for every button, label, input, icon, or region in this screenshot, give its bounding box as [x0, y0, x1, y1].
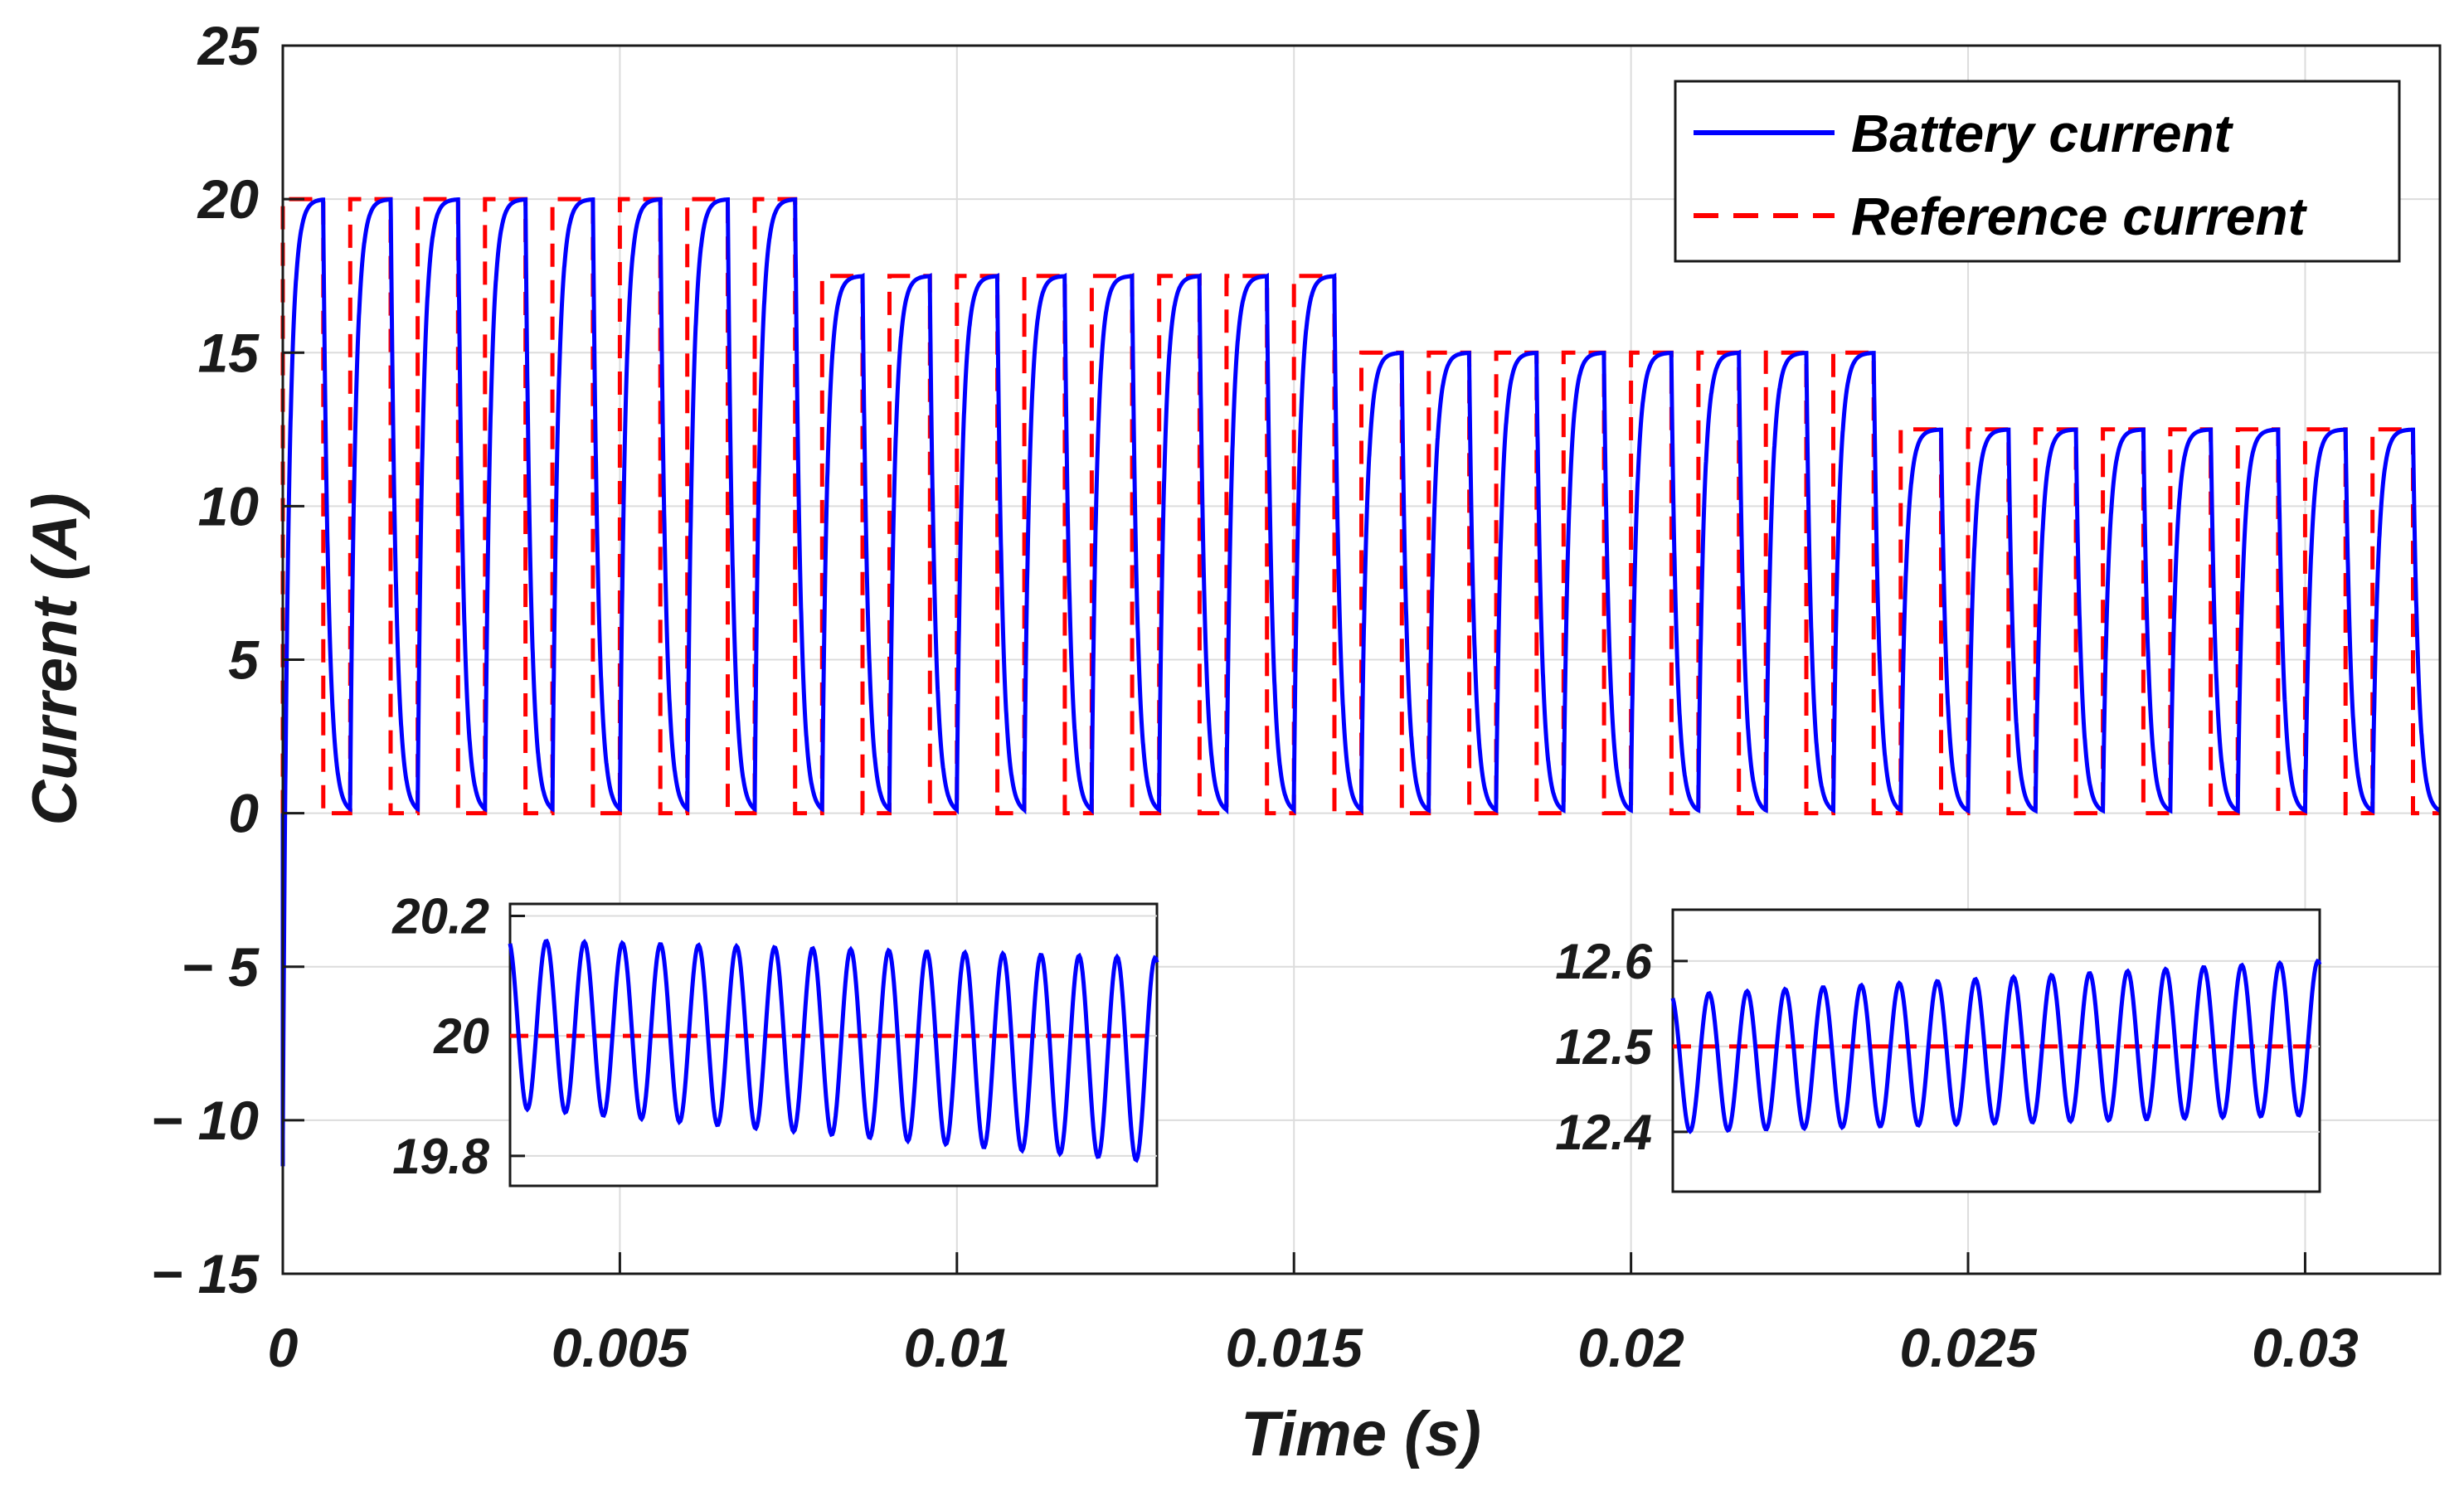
x-tick-label: 0.025	[1899, 1317, 2037, 1378]
y-axis-title: Current (A)	[20, 493, 90, 825]
inset-tick-label: 12.6	[1555, 934, 1652, 989]
y-tick-label: 20	[197, 168, 260, 230]
y-tick-label: 15	[198, 322, 260, 383]
y-tick-label: − 15	[151, 1243, 260, 1304]
inset-battery-ripple	[508, 938, 1159, 1163]
x-tick-label: 0	[268, 1317, 299, 1378]
inset-box	[1671, 908, 2321, 1193]
inset-tick-label: 20	[433, 1008, 489, 1064]
plot-series	[280, 197, 2442, 1167]
y-tick-label: 5	[228, 629, 260, 691]
x-tick-label: 0.02	[1577, 1317, 1684, 1378]
y-tick-label: 0	[228, 783, 259, 844]
tick-labels: − 15 − 10 − 5 0 5 10 15 20 25 0 0.005 0.01 0.015 0.02…	[151, 15, 2359, 1378]
battery-current-line	[280, 197, 2442, 1167]
inset-tick-label: 19.8	[392, 1129, 489, 1184]
legend-box	[1674, 80, 2401, 263]
inset-zoom-right: 12.4 12.5 12.6	[1555, 908, 2322, 1193]
legend-label-battery: Battery current	[1851, 104, 2234, 163]
inset-box	[508, 902, 1159, 1188]
reference-current-line	[280, 197, 2440, 816]
x-tick-label: 0.01	[904, 1317, 1010, 1378]
legend: Battery current Reference current	[1674, 80, 2401, 263]
y-tick-label: − 5	[181, 936, 260, 998]
legend-label-reference: Reference current	[1851, 187, 2307, 246]
y-tick-label: 10	[198, 475, 260, 537]
inset-zoom-left: 19.8 20 20.2	[391, 888, 1159, 1188]
inset-battery-ripple	[1670, 958, 2322, 1134]
y-tick-label: − 10	[151, 1090, 260, 1151]
x-tick-label: 0.03	[2252, 1317, 2358, 1378]
x-axis-title: Time (s)	[1241, 1399, 1481, 1469]
inset-tick-label: 20.2	[391, 888, 489, 944]
inset-tick-label: 12.4	[1555, 1105, 1652, 1160]
x-tick-label: 0.005	[552, 1317, 689, 1378]
y-tick-label: 25	[197, 15, 260, 76]
inset-tick-label: 12.5	[1555, 1019, 1653, 1075]
x-tick-label: 0.015	[1226, 1317, 1363, 1378]
